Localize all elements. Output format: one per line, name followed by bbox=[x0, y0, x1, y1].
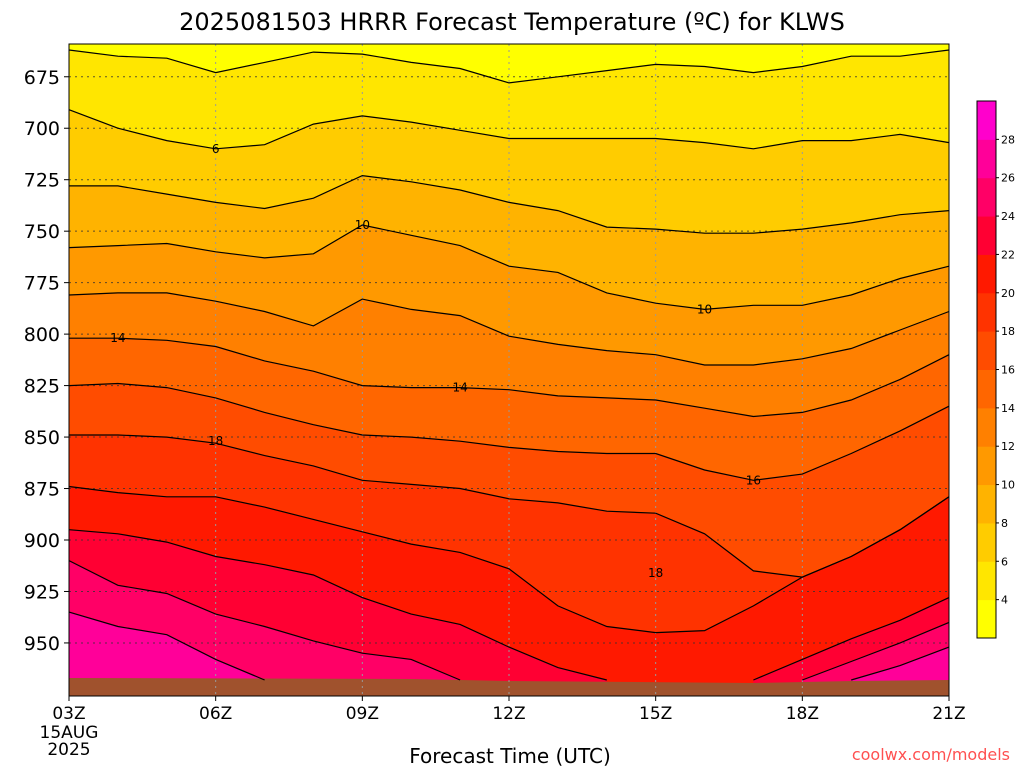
colorbar-label: 20 bbox=[1001, 287, 1015, 300]
colorbar-label: 22 bbox=[1001, 248, 1015, 261]
isotherm-line bbox=[68, 560, 461, 681]
x-tick-label: 06Z bbox=[199, 704, 232, 724]
isotherm-line bbox=[851, 646, 950, 681]
isotherm-line bbox=[68, 292, 950, 366]
colorbar-swatch bbox=[977, 522, 996, 562]
colorbar-label: 14 bbox=[1001, 402, 1015, 415]
colorbar-label: 6 bbox=[1001, 555, 1008, 568]
x-tick-label: 18Z bbox=[786, 704, 819, 724]
colorbar-label: 16 bbox=[1001, 364, 1015, 377]
contour-label: 6 bbox=[212, 142, 220, 156]
contour-label: 16 bbox=[746, 473, 761, 487]
contour-plot: 6 10 10 14 14 18 16 18 bbox=[68, 43, 950, 697]
colorbar-swatch bbox=[977, 484, 996, 524]
colorbar-label: 24 bbox=[1001, 210, 1015, 223]
colorbar-swatch bbox=[977, 369, 996, 409]
y-tick-label: 800 bbox=[24, 324, 60, 346]
colorbar-label: 26 bbox=[1001, 172, 1015, 185]
y-tick-label: 675 bbox=[24, 67, 60, 89]
colorbar-label: 28 bbox=[1001, 133, 1015, 146]
contour-label: 14 bbox=[110, 331, 125, 345]
colorbar-swatch bbox=[977, 561, 996, 601]
x-tick-label: 03Z bbox=[52, 704, 85, 724]
x-tick-label: 15Z bbox=[639, 704, 672, 724]
y-axis: 675 700 725 750 775 800 825 850 875 900 925 950 bbox=[24, 67, 69, 655]
colorbar-swatch bbox=[977, 101, 996, 140]
x-tick-label: 12Z bbox=[492, 704, 525, 724]
y-tick-label: 725 bbox=[24, 170, 60, 192]
colorbar-label: 18 bbox=[1001, 325, 1015, 338]
isotherm-line bbox=[68, 224, 950, 311]
colorbar-swatch bbox=[977, 216, 996, 255]
x-axis-label: Forecast Time (UTC) bbox=[409, 744, 611, 768]
isotherm-line bbox=[69, 337, 950, 418]
y-tick-label: 925 bbox=[24, 581, 60, 603]
y-tick-label: 775 bbox=[24, 273, 60, 295]
isotherm-line bbox=[68, 49, 950, 84]
x-date-label: 2025 bbox=[47, 740, 90, 760]
contour-label: 18 bbox=[648, 566, 663, 580]
x-tick-label: 09Z bbox=[346, 704, 379, 724]
x-tick-label: 21Z bbox=[932, 704, 965, 724]
colorbar-label: 12 bbox=[1001, 440, 1015, 453]
colorbar-swatch bbox=[977, 254, 996, 294]
isotherm-line bbox=[753, 597, 950, 681]
contour-label: 10 bbox=[355, 218, 370, 232]
isotherm-line bbox=[68, 382, 950, 481]
y-tick-label: 875 bbox=[24, 479, 60, 501]
credit-text: coolwx.com/models bbox=[852, 745, 1010, 764]
colorbar-swatch bbox=[977, 139, 996, 179]
y-tick-label: 900 bbox=[24, 530, 60, 552]
y-tick-label: 750 bbox=[24, 221, 60, 243]
chart-title: 2025081503 HRRR Forecast Temperature (ºC… bbox=[179, 8, 845, 36]
isotherm-line bbox=[802, 621, 950, 681]
x-date-label: 15AUG bbox=[40, 723, 99, 743]
colorbar-swatch bbox=[977, 446, 996, 486]
colorbar-swatch bbox=[977, 599, 996, 639]
contour-label: 14 bbox=[452, 381, 467, 395]
colorbar-swatch bbox=[977, 177, 996, 217]
isotherm-line bbox=[68, 611, 265, 681]
isotherm-line bbox=[68, 109, 950, 150]
isotherm-line bbox=[68, 485, 950, 634]
y-tick-label: 825 bbox=[24, 376, 60, 398]
contour-label: 10 bbox=[697, 302, 712, 316]
contour-label: 18 bbox=[208, 434, 223, 448]
colorbar: 4 6 8 10 12 14 16 18 20 22 24 26 28 bbox=[976, 100, 1015, 639]
colorbar-label: 10 bbox=[1001, 479, 1015, 492]
y-tick-label: 700 bbox=[24, 118, 60, 140]
y-tick-label: 950 bbox=[24, 633, 60, 655]
isotherm-line bbox=[68, 529, 607, 681]
colorbar-swatch bbox=[977, 331, 996, 370]
isotherm-line bbox=[69, 174, 950, 234]
colorbar-label: 4 bbox=[1001, 594, 1008, 607]
colorbar-swatch bbox=[977, 407, 996, 447]
y-tick-label: 850 bbox=[24, 427, 60, 449]
colorbar-label: 8 bbox=[1001, 517, 1008, 530]
colorbar-swatch bbox=[977, 292, 996, 332]
